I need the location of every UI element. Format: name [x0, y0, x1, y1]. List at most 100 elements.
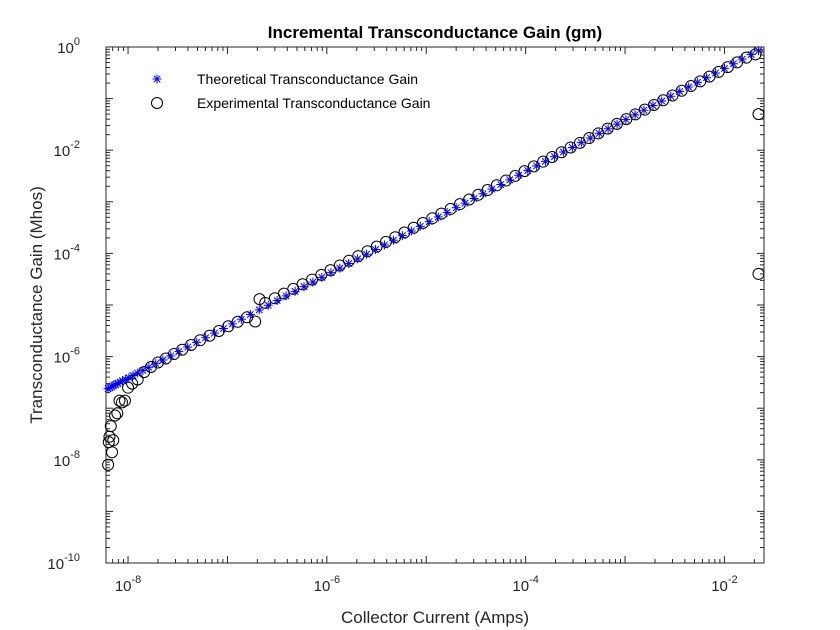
x-axis-label: Collector Current (Amps): [341, 608, 529, 627]
data-point-experimental: [684, 80, 697, 93]
data-point-theoretical: [684, 82, 694, 92]
data-point-experimental: [109, 409, 122, 422]
data-point-theoretical: [711, 68, 721, 78]
data-point-theoretical: [746, 50, 756, 60]
data-point-experimental: [116, 396, 129, 409]
data-point-theoretical: [666, 91, 676, 101]
data-point-theoretical: [675, 87, 685, 97]
data-point-experimental: [107, 434, 120, 447]
legend-item: Experimental Transconductance Gain: [151, 95, 430, 111]
data-point-theoretical: [505, 175, 515, 185]
x-tick-label: 10-6: [314, 574, 340, 595]
data-point-theoretical: [144, 362, 154, 372]
data-point-experimental: [752, 267, 765, 280]
y-tick-label: 10-2: [54, 139, 80, 160]
data-point-theoretical: [648, 100, 658, 110]
data-point-experimental: [111, 407, 124, 420]
data-point-theoretical: [657, 96, 667, 106]
data-point-theoretical: [210, 328, 220, 338]
data-point-theoretical: [433, 212, 443, 222]
data-point-theoretical: [576, 138, 586, 148]
data-point-theoretical: [158, 355, 168, 365]
data-point-experimental: [752, 108, 765, 121]
data-point-theoretical: [719, 63, 729, 73]
data-point-theoretical: [166, 351, 176, 361]
data-point-theoretical: [567, 142, 577, 152]
series-layer: [102, 46, 765, 471]
y-tick-label: 10-4: [54, 242, 80, 263]
data-point-experimental: [601, 122, 614, 135]
data-point-theoretical: [693, 77, 703, 87]
data-point-experimental: [647, 98, 660, 111]
data-point-theoretical: [326, 268, 336, 278]
data-point-theoretical: [558, 147, 568, 157]
data-point-theoretical: [523, 166, 533, 176]
data-point-theoretical: [442, 207, 452, 217]
data-point-theoretical: [245, 310, 255, 320]
legend: Theoretical Transconductance Gain Experim…: [151, 71, 430, 111]
data-point-theoretical: [272, 296, 282, 306]
legend-marker-asterisk: [152, 74, 162, 84]
data-point-experimental: [629, 108, 642, 121]
data-point-experimental: [527, 160, 540, 173]
y-tick-label: 10-6: [54, 346, 80, 367]
data-point-theoretical: [133, 368, 143, 378]
data-point-theoretical: [415, 221, 425, 231]
data-point-theoretical: [549, 152, 559, 162]
data-point-experimental: [104, 420, 117, 433]
data-point-theoretical: [630, 110, 640, 120]
data-point-experimental: [352, 250, 365, 263]
x-tick-label: 10-2: [711, 574, 737, 595]
data-point-theoretical: [362, 249, 372, 259]
data-point-experimental: [249, 315, 262, 328]
data-point-theoretical: [227, 319, 237, 329]
data-point-theoretical: [388, 235, 398, 245]
data-point-experimental: [490, 179, 503, 192]
data-point-theoretical: [397, 231, 407, 241]
data-point-theoretical: [496, 180, 506, 190]
data-point-experimental: [703, 70, 716, 83]
data-point-theoretical: [183, 342, 193, 352]
data-point-theoretical: [128, 371, 138, 381]
data-point-theoretical: [639, 105, 649, 115]
data-point-theoretical: [478, 189, 488, 199]
data-point-theoretical: [317, 272, 327, 282]
data-point-theoretical: [737, 54, 747, 64]
data-point-theoretical: [540, 156, 550, 166]
data-point-experimental: [118, 394, 131, 407]
data-point-theoretical: [451, 203, 461, 213]
y-axis-label: Transconductance Gain (Mhos): [27, 186, 46, 423]
data-point-theoretical: [612, 119, 622, 129]
data-point-theoretical: [353, 254, 363, 264]
data-point-theoretical: [344, 258, 354, 268]
data-point-theoretical: [263, 300, 273, 310]
data-point-experimental: [675, 84, 688, 97]
data-point-theoretical: [424, 217, 434, 227]
plot-area: [105, 46, 765, 564]
chart-title: Incremental Transconductance Gain (gm): [268, 23, 602, 42]
data-point-experimental: [113, 394, 126, 407]
data-point-experimental: [277, 287, 290, 300]
data-point-theoretical: [281, 291, 291, 301]
data-point-experimental: [296, 278, 309, 291]
axes-box: [105, 46, 765, 564]
legend-marker-circle: [151, 97, 163, 109]
y-tick-label: 10-8: [54, 449, 80, 470]
data-point-theoretical: [753, 46, 763, 56]
y-tick-label: 100: [57, 36, 80, 57]
data-point-theoretical: [469, 193, 479, 203]
data-point-experimental: [222, 320, 235, 333]
data-point-theoretical: [702, 73, 712, 83]
data-point-experimental: [610, 117, 623, 130]
data-point-theoretical: [174, 347, 184, 357]
data-point-theoretical: [487, 184, 497, 194]
data-point-experimental: [212, 324, 225, 337]
data-point-theoretical: [201, 333, 211, 343]
data-point-theoretical: [460, 198, 470, 208]
legend-label: Theoretical Transconductance Gain: [197, 71, 418, 87]
data-point-theoretical: [299, 282, 309, 292]
data-point-theoretical: [406, 226, 416, 236]
x-tick-label: 10-4: [512, 574, 538, 595]
data-point-theoretical: [151, 359, 161, 369]
data-point-theoretical: [192, 337, 202, 347]
